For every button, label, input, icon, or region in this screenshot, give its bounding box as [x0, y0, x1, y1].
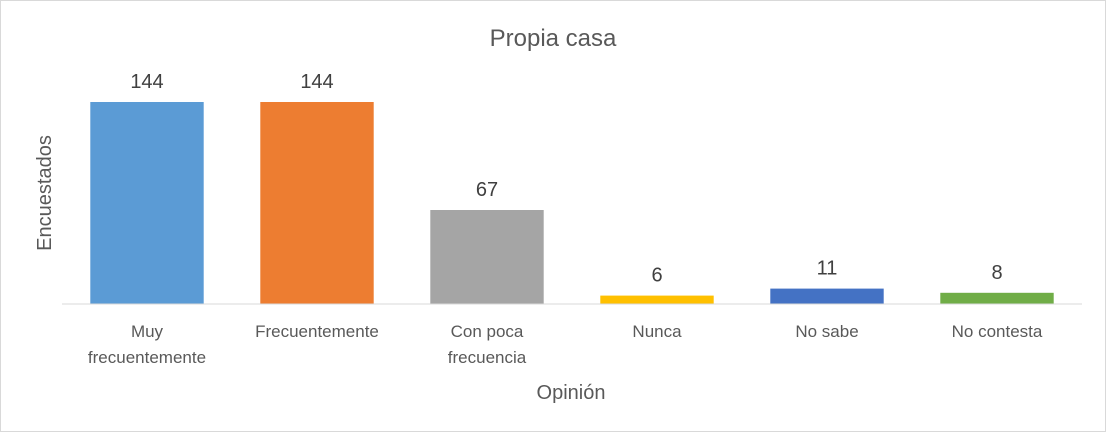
data-label-2: 67	[476, 179, 498, 201]
bar-4	[770, 288, 884, 304]
bar-3	[600, 295, 714, 304]
x-tick-label-5: No contesta	[952, 322, 1043, 341]
tick-labels-layer: Muy frecuentemente Frecuentemente Con poca f…	[88, 322, 1043, 367]
data-label-1: 144	[300, 71, 333, 93]
x-tick-label-line: Con poca	[451, 322, 524, 341]
x-tick-label-line: frecuentemente	[88, 348, 206, 367]
bar-1	[260, 102, 374, 304]
data-label-0: 144	[130, 71, 163, 93]
data-label-3: 6	[651, 265, 662, 287]
value-labels-layer: 144 144 67 6 11 8	[130, 71, 1002, 287]
x-tick-label-1: Frecuentemente	[255, 322, 379, 341]
y-axis-title: Encuestados	[34, 135, 56, 251]
bar-5	[940, 292, 1054, 304]
data-label-5: 8	[991, 262, 1002, 284]
x-axis-title: Opinión	[537, 382, 606, 404]
x-tick-label-line: Frecuentemente	[255, 322, 379, 341]
x-tick-label-0: Muy frecuentemente	[88, 322, 206, 367]
bars-layer	[90, 102, 1054, 304]
x-tick-label-line: frecuencia	[448, 348, 527, 367]
x-tick-label-line: Muy	[131, 322, 164, 341]
x-tick-label-line: Nunca	[632, 322, 682, 341]
data-label-4: 11	[817, 258, 838, 280]
x-tick-label-4: No sabe	[795, 322, 858, 341]
x-tick-label-line: No contesta	[952, 322, 1043, 341]
x-tick-label-3: Nunca	[632, 322, 682, 341]
x-tick-label-2: Con poca frecuencia	[448, 322, 527, 367]
bar-0	[90, 102, 204, 304]
x-tick-label-line: No sabe	[795, 322, 858, 341]
bar-2	[430, 210, 544, 304]
chart-title: Propia casa	[490, 25, 617, 52]
